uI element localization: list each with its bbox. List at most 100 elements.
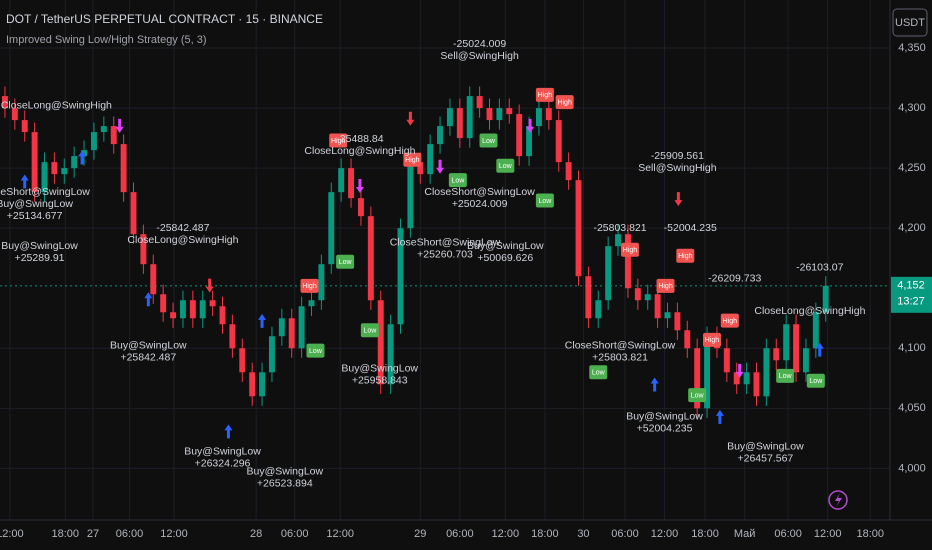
badge: Low (360, 323, 379, 338)
candle-body (71, 156, 78, 169)
badge: High (403, 152, 422, 167)
candle-body (417, 162, 424, 175)
signal-arrow (20, 174, 29, 189)
currency-button[interactable] (892, 8, 928, 37)
candle-body (357, 198, 364, 217)
annotation-line: Buy@SwingLow (246, 466, 323, 478)
last-price-label: 4,152 (897, 280, 925, 292)
annotation-line: CloseShort@SwingLow (390, 236, 501, 248)
badge-text: Low (363, 328, 377, 335)
signal-arrow (144, 292, 153, 307)
badge: Low (306, 343, 325, 358)
x-tick-label: 18:00 (531, 528, 559, 540)
badge: High (300, 278, 319, 293)
annotation-line: Buy@SwingLow (184, 445, 261, 457)
candle-body (377, 300, 384, 385)
candle-body (763, 348, 770, 397)
last-price-box (891, 276, 932, 313)
candle-body (664, 312, 671, 319)
candle-body (397, 228, 404, 325)
badge: Low (448, 173, 467, 188)
badge-box (535, 87, 554, 102)
annotation: CloseShort@SwingLowBuy@SwingLow+25134.67… (0, 186, 90, 222)
badge: Low (776, 368, 795, 383)
signal-arrow (735, 363, 744, 378)
annotation-line: -26103.07 (796, 262, 843, 274)
x-tick-label: 18:00 (691, 528, 719, 540)
annotation-line: +25134.677 (7, 210, 63, 222)
signal-arrow (115, 118, 124, 133)
candle-body (387, 324, 394, 385)
badge-text: High (557, 99, 572, 106)
currency-label[interactable]: USDT (895, 17, 925, 29)
x-tick-label: 12:00 (814, 528, 842, 540)
x-tick-label: 06:00 (116, 528, 144, 540)
candle-body (694, 348, 701, 409)
candle-body (486, 108, 493, 121)
annotation-line: +26457.567 (738, 453, 794, 465)
annotation-line: CloseLong@SwingHigh (754, 305, 865, 317)
badge-box (676, 248, 695, 263)
badge-box (496, 158, 515, 173)
candle-body (308, 300, 315, 307)
candle-body (11, 108, 18, 121)
annotation-line: -26209.733 (708, 272, 761, 284)
annotation: CloseShort@SwingLow+25260.703 (390, 236, 501, 260)
x-tick-label: 12:00 (0, 528, 24, 540)
badge-box (336, 254, 355, 269)
candle-body (802, 348, 809, 373)
candle-body (674, 312, 681, 331)
badge-text: Low (499, 163, 513, 170)
x-tick-label: 27 (87, 528, 99, 540)
candle-body (783, 324, 790, 361)
badge-text: Low (538, 198, 552, 205)
candle-body (407, 162, 414, 229)
annotation-line: +25958.843 (352, 374, 408, 386)
badge-text: High (678, 253, 693, 260)
signal-arrow (406, 111, 415, 126)
candle-body (743, 372, 750, 385)
candle-body (506, 108, 513, 115)
annotation: Buy@SwingLow+26457.567 (727, 441, 804, 465)
candle-body (259, 372, 266, 397)
candle-body (496, 108, 503, 121)
badge: High (656, 278, 675, 293)
candle-body (348, 168, 355, 199)
x-tick-label: 06:00 (774, 528, 802, 540)
candle-body (466, 96, 473, 139)
badge-text: High (723, 318, 738, 325)
x-tick-label: Май (734, 528, 756, 540)
annotation-line: +25842.487 (120, 352, 176, 364)
candle-body (545, 108, 552, 121)
annotation-line: Buy@SwingLow (727, 441, 804, 453)
signal-arrow (205, 278, 214, 293)
badge-box (329, 133, 348, 148)
badge: Low (479, 133, 498, 148)
grid (0, 0, 890, 520)
badge-text: High (658, 283, 673, 290)
y-tick-label: 4,100 (898, 342, 926, 354)
annotation-line: -25909.561 (651, 150, 704, 162)
annotation-line: CloseShort@SwingLow (565, 340, 676, 352)
x-tick-label: 29 (414, 528, 426, 540)
y-tick-label: 4,250 (898, 162, 926, 174)
signal-arrow (78, 150, 87, 165)
candle-body (110, 126, 117, 145)
annotation: -25803.821 (593, 222, 646, 234)
candle-body (61, 168, 68, 175)
annotation-line: CloseShort@SwingLow (424, 186, 535, 198)
alert-icon[interactable] (828, 490, 848, 510)
badge-text: Low (809, 378, 823, 385)
badge: High (720, 313, 739, 328)
candle-body (723, 348, 730, 373)
badge: Low (589, 365, 608, 380)
badge-box (360, 323, 379, 338)
y-tick-label: 4,300 (898, 102, 926, 114)
y-tick-label: 4,350 (898, 42, 926, 54)
annotation-line: +25803.821 (592, 352, 648, 364)
annotation: Buy@SwingLow+26324.296 (184, 445, 261, 469)
annotation: CloseLong@SwingHigh (1, 99, 112, 111)
candle-body (328, 192, 335, 265)
x-tick-label: 12:00 (160, 528, 188, 540)
